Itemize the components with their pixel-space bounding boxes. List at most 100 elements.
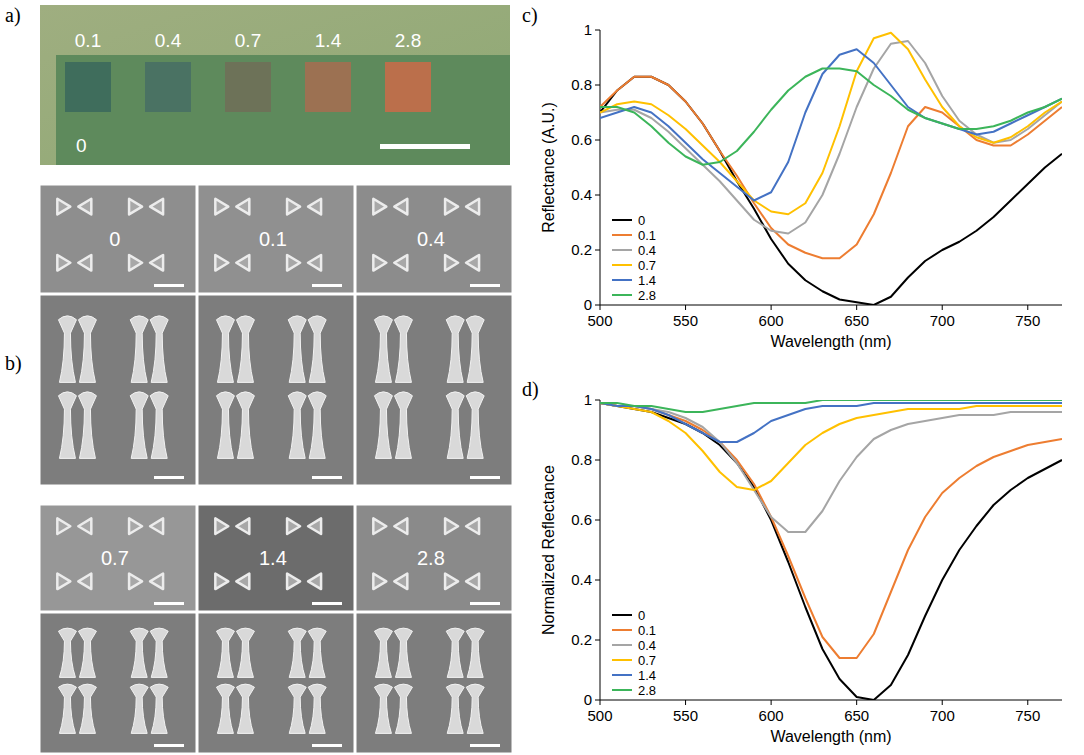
pillar [130, 316, 148, 383]
sem-side-view [356, 295, 512, 485]
sem-image [198, 505, 354, 611]
legend-swatch [612, 249, 632, 251]
legend-label: 0.1 [638, 623, 656, 638]
legend-swatch [612, 219, 632, 221]
pillar [446, 316, 464, 383]
panel-letter: b) [5, 352, 22, 375]
legend-swatch [612, 264, 632, 266]
triangle [308, 255, 321, 271]
photo-panel: a)0.10.40.71.42.80 [5, 4, 510, 165]
pillar [130, 628, 148, 677]
x-axis-title: Wavelength (nm) [770, 728, 891, 745]
y-tick-label: 0.8 [571, 76, 592, 93]
pillar [236, 684, 254, 733]
legend-swatch [612, 614, 632, 616]
triangle [78, 574, 91, 590]
triangle [57, 518, 70, 534]
y-tick-label: 0 [584, 691, 592, 708]
series-line [600, 403, 1062, 658]
y-tick [595, 520, 600, 521]
pillar [446, 684, 464, 733]
y-tick [595, 85, 600, 86]
pillar [288, 316, 306, 383]
sem-side-view [198, 295, 354, 485]
y-tick-label: 0.2 [571, 241, 592, 258]
triangle [394, 518, 407, 534]
triangle [466, 255, 479, 271]
x-tick-label: 600 [759, 312, 784, 329]
y-tick-label: 0 [584, 296, 592, 313]
series-line [600, 403, 1062, 700]
legend-swatch [612, 689, 632, 691]
legend-swatch [612, 279, 632, 281]
pillar [216, 316, 234, 383]
x-tick-label: 500 [587, 707, 612, 724]
series-line [600, 400, 1062, 412]
legend-swatch [612, 234, 632, 236]
x-axis-title: Wavelength (nm) [770, 333, 891, 350]
triangle [150, 518, 163, 534]
series-line [600, 403, 1062, 490]
triangle [373, 255, 386, 271]
pillar [150, 684, 168, 733]
y-tick [595, 460, 600, 461]
x-tick-label: 500 [587, 312, 612, 329]
sem-image [356, 185, 512, 293]
x-tick [685, 700, 686, 705]
pillar [308, 684, 326, 733]
scale-bar [154, 284, 184, 287]
pillar [288, 628, 306, 677]
line-chart: d)50055060065070075000.20.40.60.81Wavele… [522, 378, 1062, 745]
y-tick-label: 0.8 [571, 451, 592, 468]
pillar [308, 316, 326, 383]
legend-swatch [612, 629, 632, 631]
pillar [216, 392, 234, 459]
y-tick [595, 140, 600, 141]
pillar [374, 316, 392, 383]
pillar [150, 316, 168, 383]
pillar [394, 392, 412, 459]
triangle [308, 518, 321, 534]
sem-side-view [356, 613, 512, 753]
x-tick [942, 305, 943, 310]
x-tick-label: 550 [673, 312, 698, 329]
pillar [308, 392, 326, 459]
triangle [57, 199, 70, 215]
sem-image [40, 295, 196, 485]
y-axis [600, 400, 601, 700]
triangle [308, 199, 321, 215]
triangle [215, 574, 228, 590]
pillar [78, 684, 96, 733]
sample-patch [65, 62, 111, 112]
sem-top-view: 0 [40, 185, 196, 293]
y-tick [595, 250, 600, 251]
x-tick-label: 600 [759, 707, 784, 724]
legend-label: 2.8 [638, 288, 656, 303]
x-tick-label: 750 [1015, 707, 1040, 724]
y-tick [595, 700, 600, 701]
scale-bar [312, 476, 342, 479]
sem-side-view [198, 613, 354, 753]
x-tick [942, 700, 943, 705]
pillar [78, 316, 96, 383]
legend-swatch [612, 644, 632, 646]
sem-side-view [40, 295, 196, 485]
triangle [287, 574, 300, 590]
legend: 00.10.40.71.42.8 [612, 608, 656, 698]
x-tick [771, 305, 772, 310]
sample-label: 0.4 [155, 30, 182, 51]
x-tick-label: 700 [930, 312, 955, 329]
pillar [374, 684, 392, 733]
y-tick-label: 0.6 [571, 131, 592, 148]
scale-bar [380, 144, 470, 149]
triangle [215, 199, 228, 215]
x-tick [771, 700, 772, 705]
y-tick [595, 305, 600, 306]
triangle [445, 518, 458, 534]
pillar [288, 392, 306, 459]
pillar [288, 684, 306, 733]
y-tick [595, 195, 600, 196]
pillar [78, 392, 96, 459]
sem-image [40, 505, 196, 611]
x-tick [685, 305, 686, 310]
